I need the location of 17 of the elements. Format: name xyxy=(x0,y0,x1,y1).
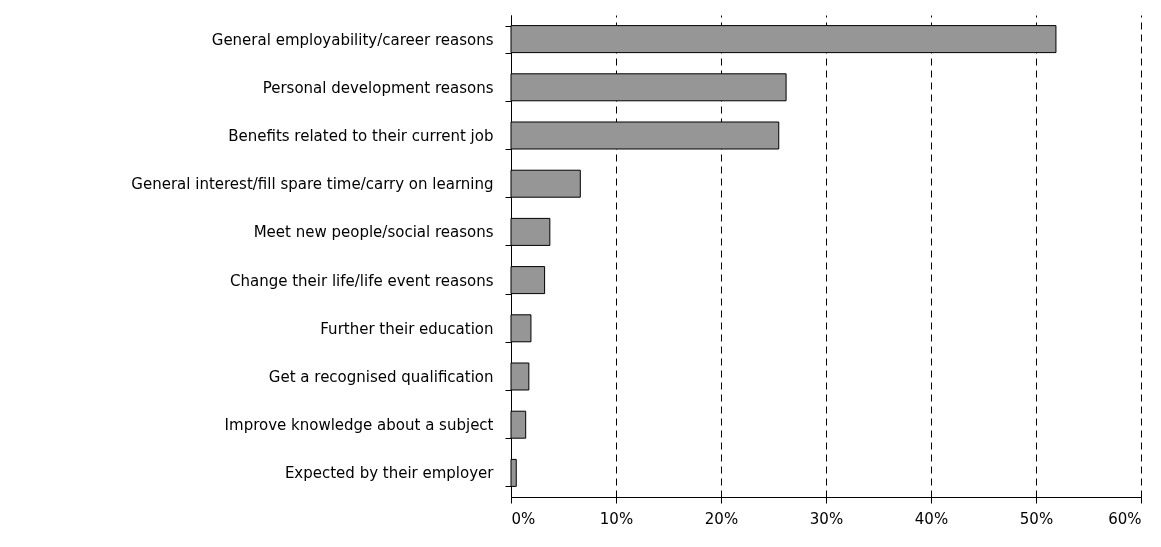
y-tick-label: Get a recognised qualification xyxy=(268,368,494,386)
y-tick-label: Meet new people/social reasons xyxy=(253,223,494,242)
x-tick-label: 0% xyxy=(511,509,536,528)
y-tick-label: General employability/career reasons xyxy=(211,30,494,49)
y-tick-label: Personal development reasons xyxy=(262,78,494,97)
y-tick-label: Expected by their employer xyxy=(284,464,495,483)
x-tick-label: 60% xyxy=(1108,509,1142,528)
y-tick-label: Improve knowledge about a subject xyxy=(224,416,494,435)
y-tick-label: Further their education xyxy=(320,319,494,338)
x-tick-label: 10% xyxy=(599,509,634,528)
y-tick-label: Benefits related to their current job xyxy=(228,127,494,145)
x-tick-label: 20% xyxy=(704,509,739,528)
x-tick-label: 50% xyxy=(1019,509,1054,528)
x-tick-label: 30% xyxy=(809,509,844,528)
y-tick-label: Change their life/life event reasons xyxy=(230,271,494,290)
y-tick-label: General interest/fill spare time/carry on learning xyxy=(131,175,494,194)
x-tick-label: 40% xyxy=(914,509,949,528)
